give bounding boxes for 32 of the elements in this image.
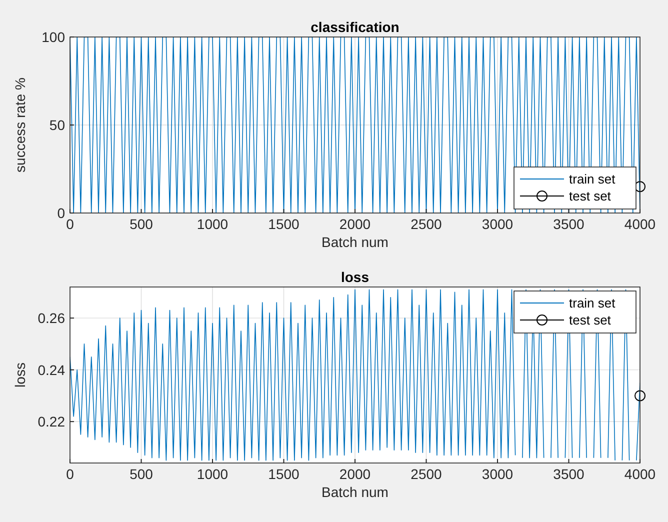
y-tick-label: 0	[57, 205, 66, 221]
y-axis-title: success rate %	[12, 78, 28, 172]
x-tick-label: 2000	[339, 216, 371, 232]
legend-label: test set	[569, 188, 612, 204]
x-tick-label: 3500	[553, 216, 585, 232]
x-tick-label: 3500	[553, 466, 585, 482]
x-tick-label: 500	[130, 216, 154, 232]
x-tick-label: 1500	[268, 466, 300, 482]
y-axis-title: loss	[12, 362, 28, 388]
x-axis-title: Batch num	[322, 484, 388, 500]
x-tick-label: 1000	[196, 216, 228, 232]
x-tick-label: 3000	[482, 216, 514, 232]
y-tick-label: 0.24	[38, 362, 66, 378]
x-tick-label: 2500	[410, 466, 442, 482]
x-axis-title: Batch num	[322, 234, 388, 250]
x-tick-label: 500	[130, 466, 154, 482]
x-tick-label: 2500	[410, 216, 442, 232]
x-tick-label: 1000	[196, 466, 228, 482]
y-tick-label: 100	[42, 29, 66, 45]
y-tick-label: 0.26	[38, 310, 66, 326]
x-tick-label: 4000	[624, 216, 656, 232]
x-tick-label: 3000	[482, 466, 514, 482]
x-tick-label: 2000	[339, 466, 371, 482]
y-tick-label: 0.22	[38, 414, 66, 430]
chart-title: loss	[340, 269, 370, 285]
chart-title: classification	[310, 19, 400, 35]
y-tick-label: 50	[49, 117, 66, 133]
x-tick-label: 1500	[268, 216, 300, 232]
legend-label: train set	[569, 296, 616, 310]
legend-label: test set	[569, 312, 612, 328]
x-tick-label: 4000	[624, 466, 656, 482]
legend-label: train set	[569, 172, 616, 186]
